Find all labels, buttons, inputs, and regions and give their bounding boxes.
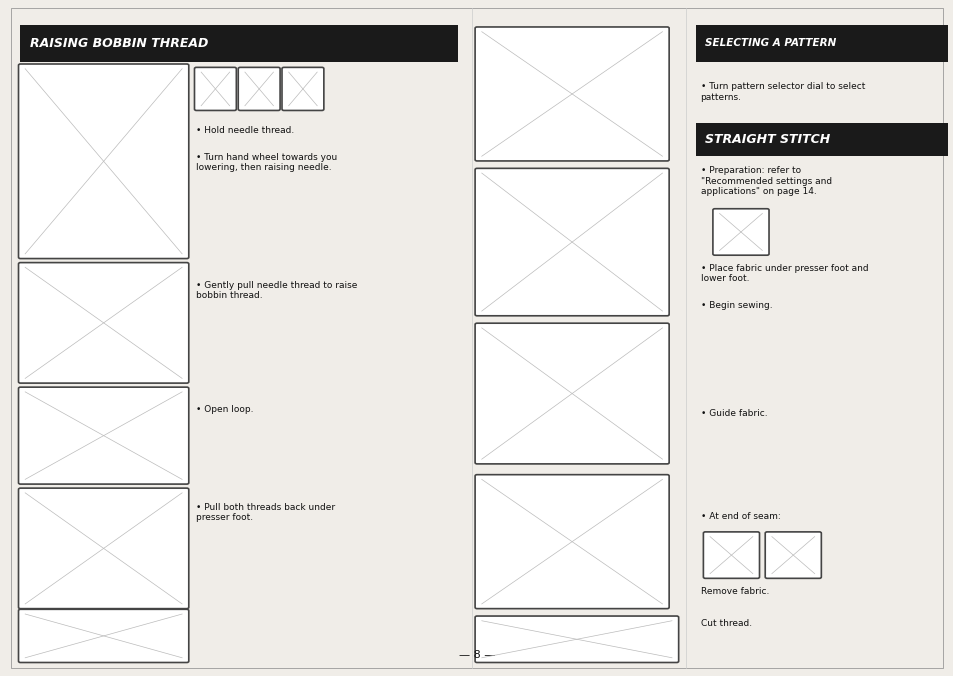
- Text: • Pull both threads back under
presser foot.: • Pull both threads back under presser f…: [196, 503, 335, 523]
- Text: • Preparation: refer to
"Recommended settings and
applications" on page 14.: • Preparation: refer to "Recommended set…: [700, 166, 831, 196]
- FancyBboxPatch shape: [475, 27, 668, 161]
- Text: • Open loop.: • Open loop.: [196, 406, 253, 414]
- FancyBboxPatch shape: [282, 68, 323, 110]
- Text: • Place fabric under presser foot and
lower foot.: • Place fabric under presser foot and lo…: [700, 264, 867, 283]
- FancyBboxPatch shape: [194, 68, 236, 110]
- FancyBboxPatch shape: [702, 532, 759, 579]
- Text: • Begin sewing.: • Begin sewing.: [700, 301, 771, 310]
- FancyBboxPatch shape: [764, 532, 821, 579]
- Text: STRAIGHT STITCH: STRAIGHT STITCH: [704, 133, 830, 146]
- FancyBboxPatch shape: [18, 64, 189, 258]
- Text: • Turn pattern selector dial to select
patterns.: • Turn pattern selector dial to select p…: [700, 82, 864, 101]
- FancyBboxPatch shape: [475, 616, 678, 662]
- Bar: [20, 25, 457, 62]
- Text: • At end of seam:: • At end of seam:: [700, 512, 780, 521]
- FancyBboxPatch shape: [18, 488, 189, 608]
- Text: • Turn hand wheel towards you
lowering, then raising needle.: • Turn hand wheel towards you lowering, …: [196, 153, 337, 172]
- FancyBboxPatch shape: [18, 387, 189, 484]
- Bar: [695, 122, 947, 156]
- Bar: [695, 25, 947, 62]
- FancyBboxPatch shape: [712, 209, 768, 256]
- Text: — 8 —: — 8 —: [458, 650, 495, 660]
- FancyBboxPatch shape: [18, 609, 189, 662]
- Text: RAISING BOBBIN THREAD: RAISING BOBBIN THREAD: [30, 37, 208, 50]
- Text: Cut thread.: Cut thread.: [700, 619, 751, 629]
- FancyBboxPatch shape: [475, 323, 668, 464]
- FancyBboxPatch shape: [475, 475, 668, 608]
- Text: • Hold needle thread.: • Hold needle thread.: [196, 126, 294, 135]
- FancyBboxPatch shape: [475, 168, 668, 316]
- FancyBboxPatch shape: [18, 262, 189, 383]
- Text: Remove fabric.: Remove fabric.: [700, 587, 768, 596]
- Text: • Gently pull needle thread to raise
bobbin thread.: • Gently pull needle thread to raise bob…: [196, 281, 357, 300]
- Text: SELECTING A PATTERN: SELECTING A PATTERN: [704, 39, 836, 49]
- FancyBboxPatch shape: [238, 68, 280, 110]
- Text: • Guide fabric.: • Guide fabric.: [700, 409, 766, 418]
